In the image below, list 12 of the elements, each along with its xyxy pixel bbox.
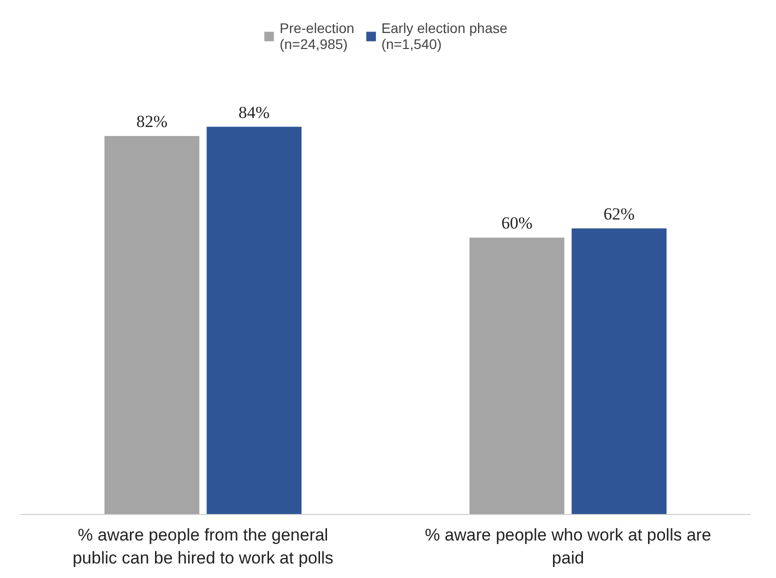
data-label: 62% xyxy=(604,204,635,224)
bar xyxy=(469,238,564,514)
x-tick-label: % aware people from the general public can be hired to work at polls xyxy=(72,526,334,568)
data-label: 60% xyxy=(501,214,532,233)
legend-label: Pre-election (n=24,985) xyxy=(280,20,354,52)
legend-label: Early election phase (n=1,540) xyxy=(381,20,508,52)
x-tick-label: % aware people who work at polls are paid xyxy=(424,526,712,568)
data-label: 82% xyxy=(136,112,168,132)
data-label: 84% xyxy=(238,102,270,122)
bar xyxy=(572,228,667,514)
bar xyxy=(206,126,302,514)
bar xyxy=(104,136,200,514)
